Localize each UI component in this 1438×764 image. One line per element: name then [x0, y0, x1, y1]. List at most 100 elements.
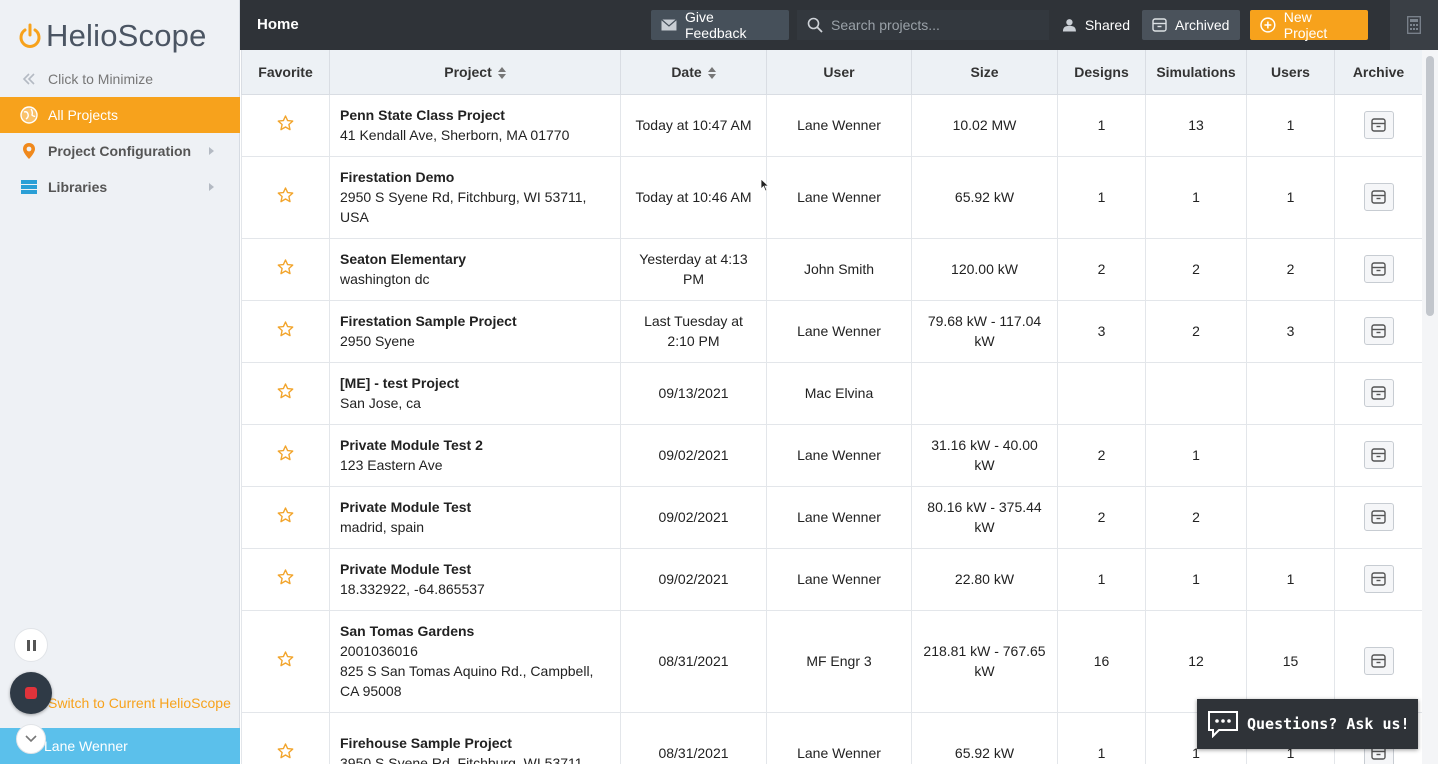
sidebar-item-project-configuration[interactable]: Project Configuration [0, 133, 240, 169]
project-name[interactable]: Firestation Demo [340, 169, 455, 185]
size-cell [911, 361, 1058, 425]
sort-icon [497, 67, 506, 80]
project-cell[interactable]: Private Module Test 2 123 Eastern Ave [329, 423, 621, 487]
sidebar-item-libraries[interactable]: Libraries [0, 169, 240, 205]
page-title: Home [257, 16, 299, 33]
project-name[interactable]: Firestation Sample Project [340, 313, 517, 329]
give-feedback-button[interactable]: Give Feedback [651, 9, 789, 41]
project-cell[interactable]: Penn State Class Project 41 Kendall Ave, … [329, 93, 621, 157]
project-name[interactable]: Seaton Elementary [340, 251, 467, 267]
archive-project-button[interactable] [1363, 647, 1394, 675]
project-cell[interactable]: Firestation Demo 2950 S Syene Rd, Fitchbu… [329, 155, 621, 239]
users-cell: 1 [1246, 547, 1335, 611]
favorite-toggle[interactable] [277, 114, 294, 134]
power-logo-icon [19, 23, 41, 48]
projects-table-container: Favorite Project Date User Size Designs … [241, 50, 1422, 764]
project-cell[interactable]: [ME] - test Project San Jose, ca [329, 361, 621, 425]
project-name[interactable]: Private Module Test 2 [340, 437, 483, 453]
minimize-sidebar-button[interactable]: Click to Minimize [0, 61, 240, 97]
project-cell[interactable]: Firehouse Sample Project 3950 S Syene Rd,… [329, 711, 621, 764]
search-input[interactable] [831, 17, 1031, 33]
project-name[interactable]: [ME] - test Project [340, 375, 460, 391]
favorite-toggle[interactable] [277, 506, 294, 526]
column-header-project[interactable]: Project [329, 50, 621, 95]
switch-helioscope-link[interactable]: Switch to Current HelioScope [48, 695, 231, 711]
user-cell: MF Engr 3 [766, 609, 912, 713]
sidebar-item-all-projects[interactable]: All Projects [0, 97, 240, 133]
project-cell[interactable]: Private Module Test madrid, spain [329, 485, 621, 549]
plus-circle-icon [1260, 17, 1276, 33]
archive-icon [1371, 262, 1386, 276]
logo-text: HelioScope [46, 18, 207, 53]
caret-right-icon [209, 147, 214, 155]
column-header-date[interactable]: Date [620, 50, 767, 95]
designs-cell: 1 [1057, 155, 1146, 239]
archive-project-button[interactable] [1363, 111, 1394, 139]
table-row[interactable]: [ME] - test Project San Jose, ca 09/13/202… [241, 361, 1422, 425]
star-icon [277, 506, 294, 522]
pause-recording-button[interactable] [14, 628, 48, 662]
simulations-cell: 12 [1145, 609, 1247, 713]
calculator-button[interactable] [1390, 0, 1438, 50]
feedback-label: Give Feedback [684, 9, 747, 41]
table-row[interactable]: Private Module Test 18.332922, -64.865537… [241, 547, 1422, 611]
project-name[interactable]: Firehouse Sample Project [340, 735, 512, 751]
users-cell [1246, 485, 1335, 549]
project-cell[interactable]: San Tomas Gardens 2001036016 825 S San To… [329, 609, 621, 713]
archive-project-button[interactable] [1363, 317, 1394, 345]
scrollbar-thumb[interactable] [1426, 56, 1434, 316]
project-address: 3950 S Syene Rd, Fitchburg, WI 53711, [340, 755, 587, 764]
new-project-button[interactable]: New Project [1250, 9, 1368, 41]
archive-project-button[interactable] [1363, 379, 1394, 407]
favorite-toggle[interactable] [277, 650, 294, 670]
new-project-label: New Project [1283, 9, 1328, 41]
project-name[interactable]: Penn State Class Project [340, 107, 505, 123]
archive-cell [1334, 361, 1422, 425]
size-cell: 80.16 kW - 375.44 kW [911, 485, 1058, 549]
favorite-toggle[interactable] [277, 382, 294, 402]
table-row[interactable]: Penn State Class Project 41 Kendall Ave, … [241, 93, 1422, 157]
archive-project-button[interactable] [1363, 441, 1394, 469]
table-row[interactable]: San Tomas Gardens 2001036016 825 S San To… [241, 609, 1422, 713]
shared-filter-button[interactable]: Shared [1052, 10, 1140, 40]
favorite-toggle[interactable] [277, 258, 294, 278]
simulations-cell: 1 [1145, 155, 1247, 239]
archive-project-button[interactable] [1363, 503, 1394, 531]
star-icon [277, 650, 294, 666]
archived-filter-button[interactable]: Archived [1142, 10, 1240, 40]
favorite-toggle[interactable] [277, 186, 294, 206]
table-row[interactable]: Firestation Sample Project 2950 Syene Last… [241, 299, 1422, 363]
archive-project-button[interactable] [1363, 565, 1394, 593]
archive-cell [1334, 485, 1422, 549]
project-name[interactable]: Private Module Test [340, 499, 472, 515]
favorite-toggle[interactable] [277, 568, 294, 588]
favorite-toggle[interactable] [277, 320, 294, 340]
archive-icon [1371, 510, 1386, 524]
favorite-toggle[interactable] [277, 444, 294, 464]
table-row[interactable]: Private Module Test 2 123 Eastern Ave 09/0… [241, 423, 1422, 487]
star-icon [277, 114, 294, 130]
stop-recording-button[interactable] [10, 672, 52, 714]
project-name[interactable]: Private Module Test [340, 561, 472, 577]
archive-project-button[interactable] [1363, 255, 1394, 283]
project-address: 2001036016 825 S San Tomas Aquino Rd., C… [340, 643, 594, 699]
archive-cell [1334, 93, 1422, 157]
table-row[interactable]: Seaton Elementary washington dc Yesterday … [241, 237, 1422, 301]
chat-widget-button[interactable]: Questions? Ask us! [1197, 699, 1418, 749]
project-cell[interactable]: Seaton Elementary washington dc [329, 237, 621, 301]
collapse-recorder-button[interactable] [16, 724, 46, 754]
project-cell[interactable]: Private Module Test 18.332922, -64.865537 [329, 547, 621, 611]
favorite-cell [241, 93, 330, 157]
helioscope-logo[interactable]: HelioScope [18, 14, 207, 58]
archive-project-button[interactable] [1363, 183, 1394, 211]
table-row[interactable]: Private Module Test madrid, spain 09/02/20… [241, 485, 1422, 549]
archive-icon [1371, 448, 1386, 462]
calculator-icon [1407, 16, 1421, 34]
archive-box-icon [1152, 18, 1167, 32]
envelope-icon [661, 19, 677, 31]
project-cell[interactable]: Firestation Sample Project 2950 Syene [329, 299, 621, 363]
project-name[interactable]: San Tomas Gardens [340, 623, 475, 639]
favorite-toggle[interactable] [277, 742, 294, 762]
column-header-favorite: Favorite [241, 50, 330, 95]
table-row[interactable]: Firestation Demo 2950 S Syene Rd, Fitchbu… [241, 155, 1422, 239]
